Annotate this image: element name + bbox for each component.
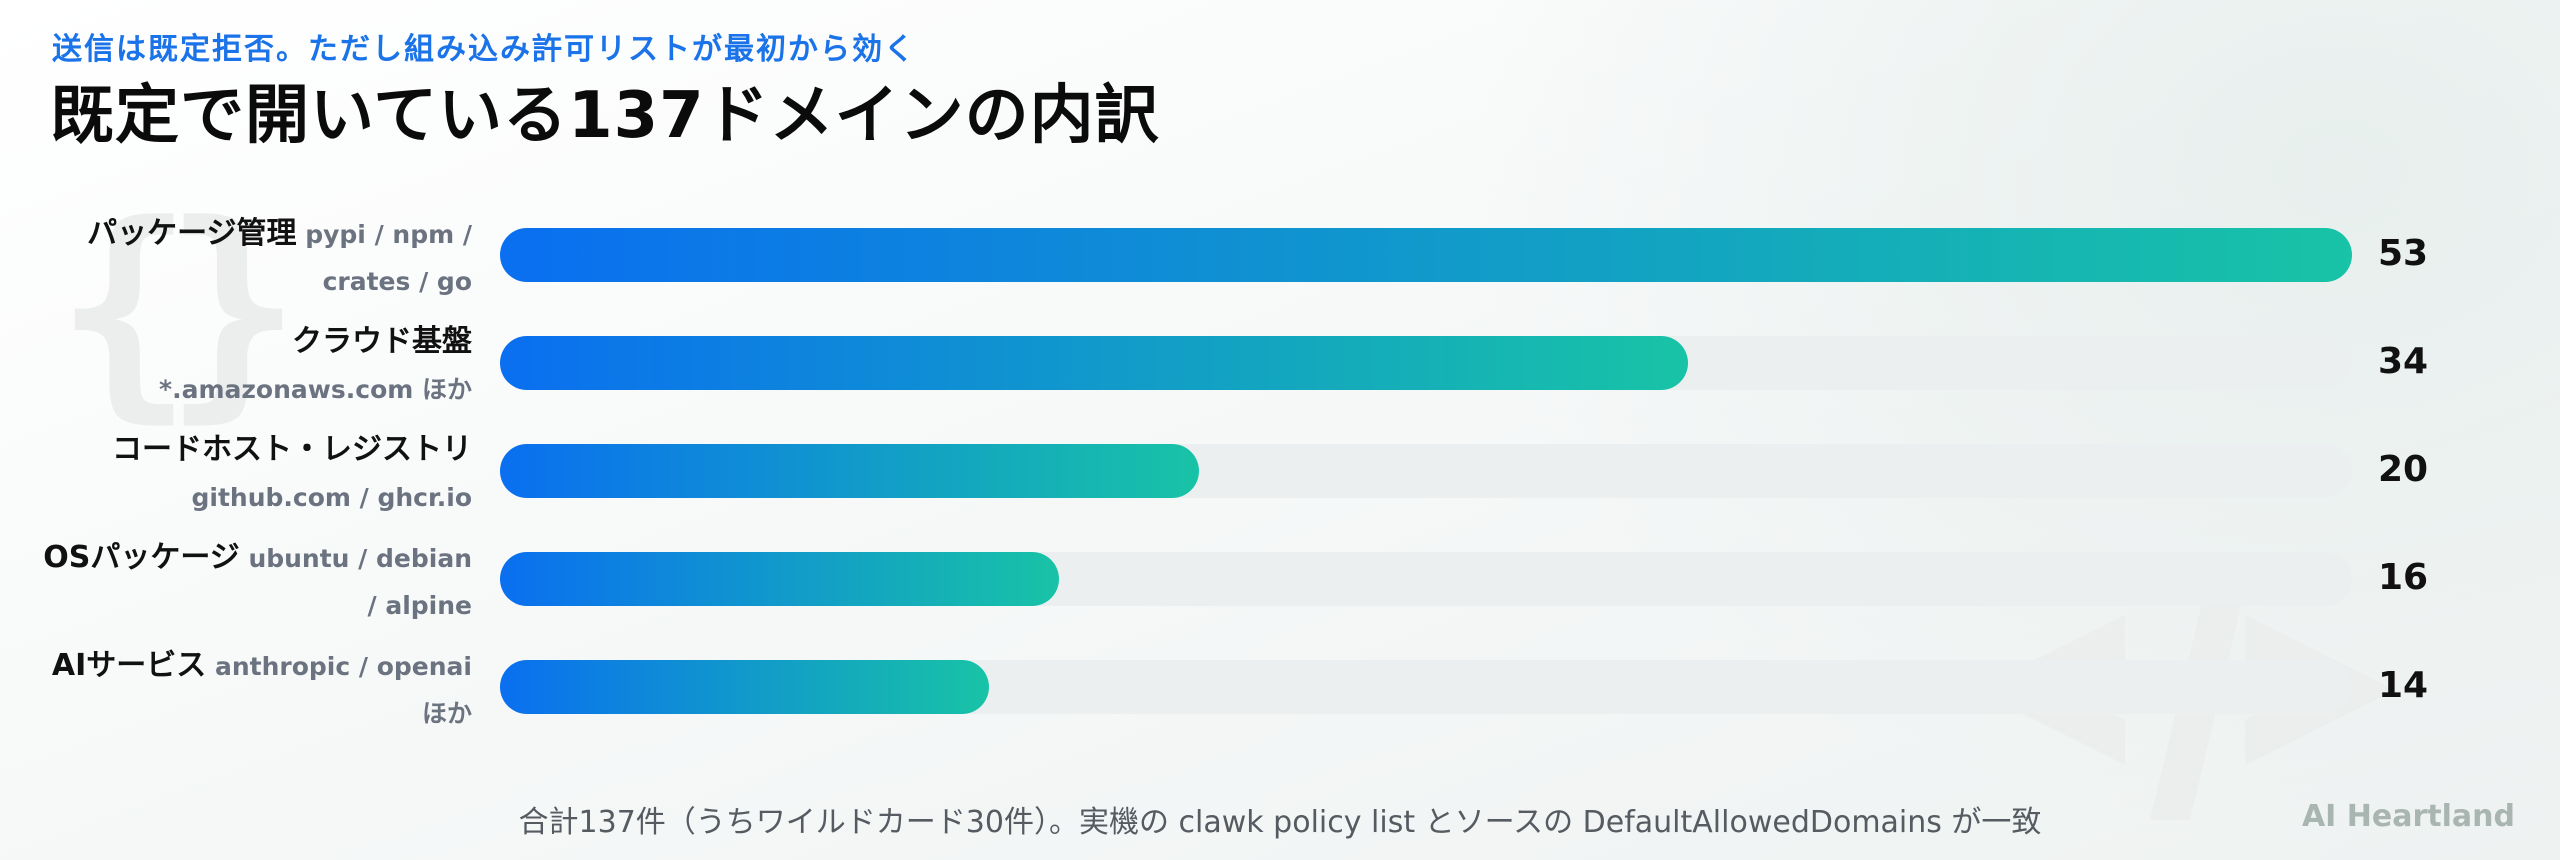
value-label: 20 (2378, 449, 2429, 490)
bar (500, 660, 989, 714)
category-label: コードホスト・レジストリ github.com / ghcr.io (42, 428, 472, 523)
category-detail: pypi / npm / crates / go (296, 220, 472, 296)
bar-track (500, 660, 2352, 714)
category-label: AIサービス anthropic / openai ほか (42, 644, 472, 739)
bar-track (500, 552, 2352, 606)
bar (500, 228, 2352, 282)
curly-braces-icon: {} (55, 176, 302, 443)
category-label: OSパッケージ ubuntu / debian / alpine (42, 536, 472, 631)
chart-row: コードホスト・レジストリ github.com / ghcr.io 20 (0, 428, 2560, 536)
value-label: 34 (2378, 341, 2429, 382)
bar-track (500, 444, 2352, 498)
chart-row: パッケージ管理 pypi / npm / crates / go 53 (0, 212, 2560, 320)
slide-title: 既定で開いている137ドメインの内訳 (50, 79, 1160, 153)
category-detail: *.amazonaws.com ほか (159, 375, 472, 404)
value-label: 53 (2378, 233, 2429, 274)
chart-row: AIサービス anthropic / openai ほか 14 (0, 644, 2560, 752)
category-label: クラウド基盤 *.amazonaws.com ほか (42, 320, 472, 415)
bar (500, 336, 1688, 390)
slide-kicker: 送信は既定拒否。ただし組み込み許可リストが最初から効く (52, 32, 916, 67)
category-name: AIサービス (51, 648, 207, 683)
bar (500, 444, 1199, 498)
category-detail: ubuntu / debian / alpine (239, 544, 472, 620)
value-label: 16 (2378, 557, 2429, 598)
category-detail: anthropic / openai ほか (206, 652, 472, 728)
category-name: パッケージ管理 (87, 216, 297, 251)
bar (500, 552, 1059, 606)
category-name: コードホスト・レジストリ (112, 432, 472, 467)
category-label: パッケージ管理 pypi / npm / crates / go (42, 212, 472, 307)
brand-logo-text: AI Heartland (2301, 799, 2515, 834)
category-name: OSパッケージ (43, 540, 240, 575)
category-name: クラウド基盤 (292, 324, 472, 359)
bar-track (500, 228, 2352, 282)
bar-track (500, 336, 2352, 390)
category-detail: github.com / ghcr.io (191, 483, 472, 512)
chart-row: OSパッケージ ubuntu / debian / alpine 16 (0, 536, 2560, 644)
footnote: 合計137件（うちワイルドカード30件）。実機の clawk policy li… (518, 805, 2042, 840)
value-label: 14 (2378, 665, 2429, 706)
chart-row: クラウド基盤 *.amazonaws.com ほか 34 (0, 320, 2560, 428)
